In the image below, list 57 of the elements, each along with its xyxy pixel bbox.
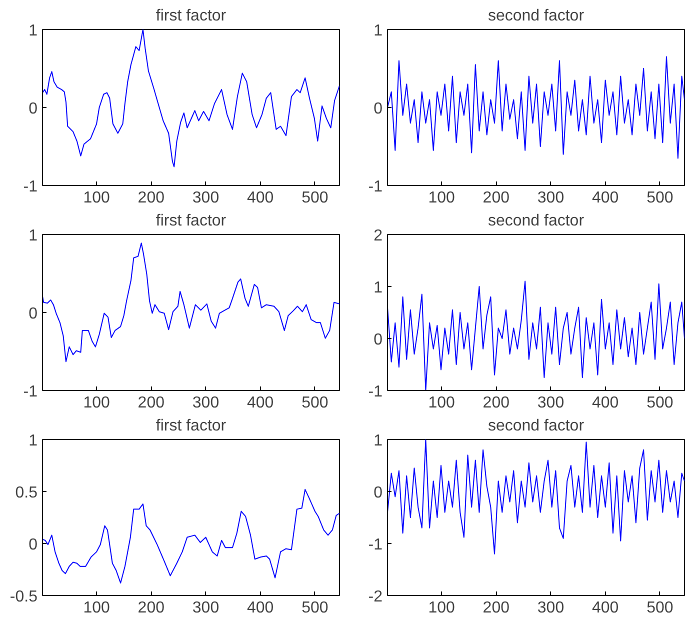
y-tick-label: 1 (374, 22, 383, 40)
x-tick-label: 200 (482, 190, 510, 206)
x-tick-label: 100 (83, 394, 110, 412)
x-tick-label: 200 (138, 600, 165, 616)
y-tick-label: 1 (374, 280, 383, 296)
x-tick-label: 400 (246, 600, 274, 616)
y-tick-label: 0 (374, 484, 383, 502)
x-tick-label: 500 (302, 190, 328, 206)
y-tick-label: -1 (23, 178, 38, 196)
x-tick-label: 200 (482, 394, 510, 412)
x-tick-label: 300 (192, 394, 220, 412)
x-tick-label: 300 (192, 600, 220, 616)
chart-title: first factor (156, 418, 227, 434)
x-tick-label: 100 (428, 600, 455, 616)
x-tick-label: 300 (537, 190, 564, 206)
x-tick-label: 400 (592, 190, 619, 206)
y-tick-label: -1 (23, 384, 38, 400)
chart-title: second factor (488, 8, 585, 24)
chart-title: second factor (488, 418, 585, 434)
x-tick-label: 400 (246, 190, 274, 206)
x-tick-label: 300 (537, 600, 564, 616)
x-tick-label: 100 (428, 190, 455, 206)
y-tick-label: -1 (368, 384, 383, 400)
x-tick-label: 200 (138, 190, 165, 206)
y-tick-label: -0.5 (10, 588, 38, 606)
y-tick-label: -1 (368, 536, 383, 554)
y-tick-label: 1 (374, 432, 383, 450)
x-tick-label: 100 (428, 394, 455, 412)
y-tick-label: 0 (374, 332, 383, 348)
x-tick-label: 500 (646, 394, 674, 412)
chart-title: second factor (488, 212, 585, 230)
y-tick-label: 0 (374, 100, 383, 118)
y-tick-label: 0 (28, 100, 38, 118)
x-tick-label: 400 (592, 394, 619, 412)
y-tick-label: 1 (28, 22, 38, 40)
x-tick-label: 500 (302, 394, 328, 412)
y-tick-label: -1 (368, 178, 383, 196)
x-tick-label: 100 (83, 190, 110, 206)
x-tick-label: 500 (646, 600, 674, 616)
x-tick-label: 100 (83, 600, 110, 616)
x-tick-label: 200 (138, 394, 165, 412)
y-tick-label: 0 (28, 306, 38, 322)
y-tick-label: 0.5 (15, 484, 38, 502)
x-tick-label: 400 (246, 394, 274, 412)
y-tick-label: 1 (28, 432, 38, 450)
x-tick-label: 300 (537, 394, 564, 412)
x-tick-label: 400 (592, 600, 619, 616)
y-tick-label: 1 (28, 228, 38, 244)
x-tick-label: 300 (192, 190, 220, 206)
x-tick-label: 200 (482, 600, 510, 616)
chart-title: first factor (156, 8, 227, 24)
chart-title: first factor (156, 212, 227, 230)
y-tick-label: -2 (368, 588, 383, 606)
y-tick-label: 2 (374, 228, 383, 244)
x-tick-label: 500 (302, 600, 328, 616)
y-tick-label: 0 (28, 536, 38, 554)
x-tick-label: 500 (646, 190, 674, 206)
